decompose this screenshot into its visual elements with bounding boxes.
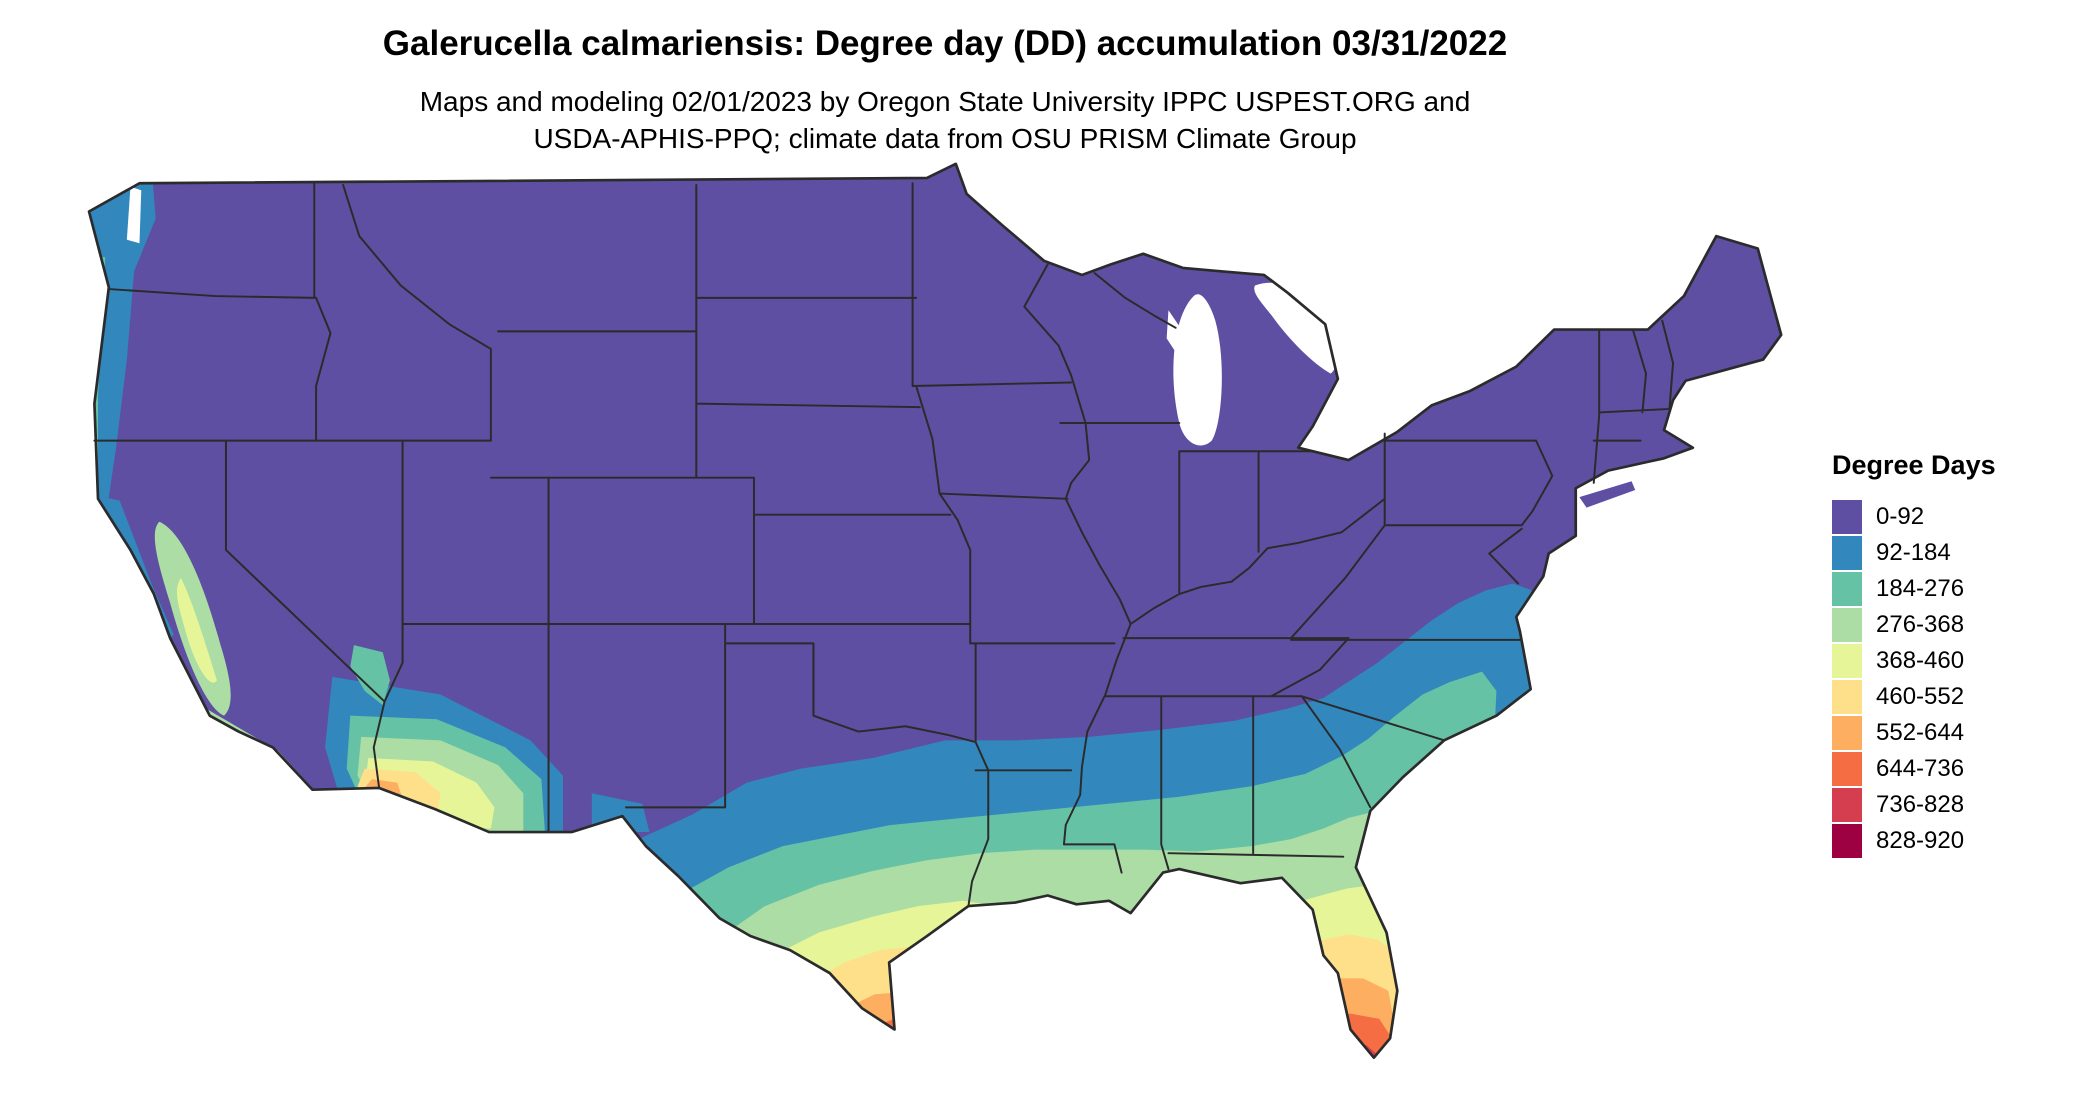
central-valley-yellow (176, 578, 217, 683)
legend-item: 828-920 (1832, 823, 1996, 859)
map-svg (87, 162, 1783, 1060)
legend-swatch (1832, 608, 1862, 642)
us-degree-day-map (80, 148, 1810, 1100)
band-644-736-texas-tip (865, 1018, 902, 1058)
legend-item: 644-736 (1832, 751, 1996, 787)
legend-swatch (1832, 572, 1862, 606)
legend-item: 276-368 (1832, 607, 1996, 643)
band-736-828-florida (1325, 1041, 1382, 1058)
legend-swatch (1832, 824, 1862, 858)
us-outline (87, 162, 1783, 1060)
lake-huron (1254, 282, 1338, 374)
subtitle-line-2: USDA-APHIS-PPQ; climate data from OSU PR… (533, 122, 1357, 154)
legend-item: 460-552 (1832, 679, 1996, 715)
legend-title: Degree Days (1832, 450, 1996, 480)
band-644-736-florida (1303, 1013, 1392, 1058)
band-460-552-texas (773, 946, 927, 1058)
legend-label: 276-368 (1876, 611, 1965, 638)
puget-sound (126, 186, 142, 244)
legend-label: 644-736 (1876, 755, 1965, 782)
lake-michigan (1173, 294, 1222, 446)
legend-swatch (1832, 500, 1862, 534)
legend-rows: 0-92 92-184 184-276 276-368 368-460 460-… (1832, 499, 1996, 859)
band-828-920-florida-tip (1339, 1052, 1378, 1058)
long-island (1579, 481, 1636, 508)
subtitle-line-1: Maps and modeling 02/01/2023 by Oregon S… (419, 86, 1471, 117)
legend-label: 736-828 (1876, 791, 1965, 818)
legend-label: 184-276 (1876, 575, 1965, 602)
state-borders (93, 182, 1675, 908)
green-bay (1166, 310, 1183, 364)
legend-item: 0-92 (1832, 499, 1996, 535)
legend-swatch (1832, 752, 1862, 786)
header: Galerucella calmariensis: Degree day (DD… (0, 24, 1890, 158)
legend-label: 0-92 (1876, 503, 1925, 530)
legend-label: 368-460 (1876, 647, 1965, 674)
legend-swatch (1832, 680, 1862, 714)
legend-label: 92-184 (1876, 539, 1951, 566)
southern-nevada-teal (350, 645, 390, 706)
legend-item: 552-644 (1832, 715, 1996, 751)
legend-label: 460-552 (1876, 683, 1965, 710)
legend-item: 368-460 (1832, 643, 1996, 679)
legend-label: 552-644 (1876, 719, 1965, 746)
legend-swatch (1832, 644, 1862, 678)
legend-item: 184-276 (1832, 571, 1996, 607)
legend-swatch (1832, 716, 1862, 750)
legend-swatch (1832, 536, 1862, 570)
legend: Degree Days 0-92 92-184 184-276 276-368 … (1832, 450, 1996, 859)
legend-label: 828-920 (1876, 827, 1965, 854)
legend-swatch (1832, 788, 1862, 822)
legend-item: 736-828 (1832, 787, 1996, 823)
legend-item: 92-184 (1832, 535, 1996, 571)
page-title: Galerucella calmariensis: Degree day (DD… (382, 24, 1508, 63)
